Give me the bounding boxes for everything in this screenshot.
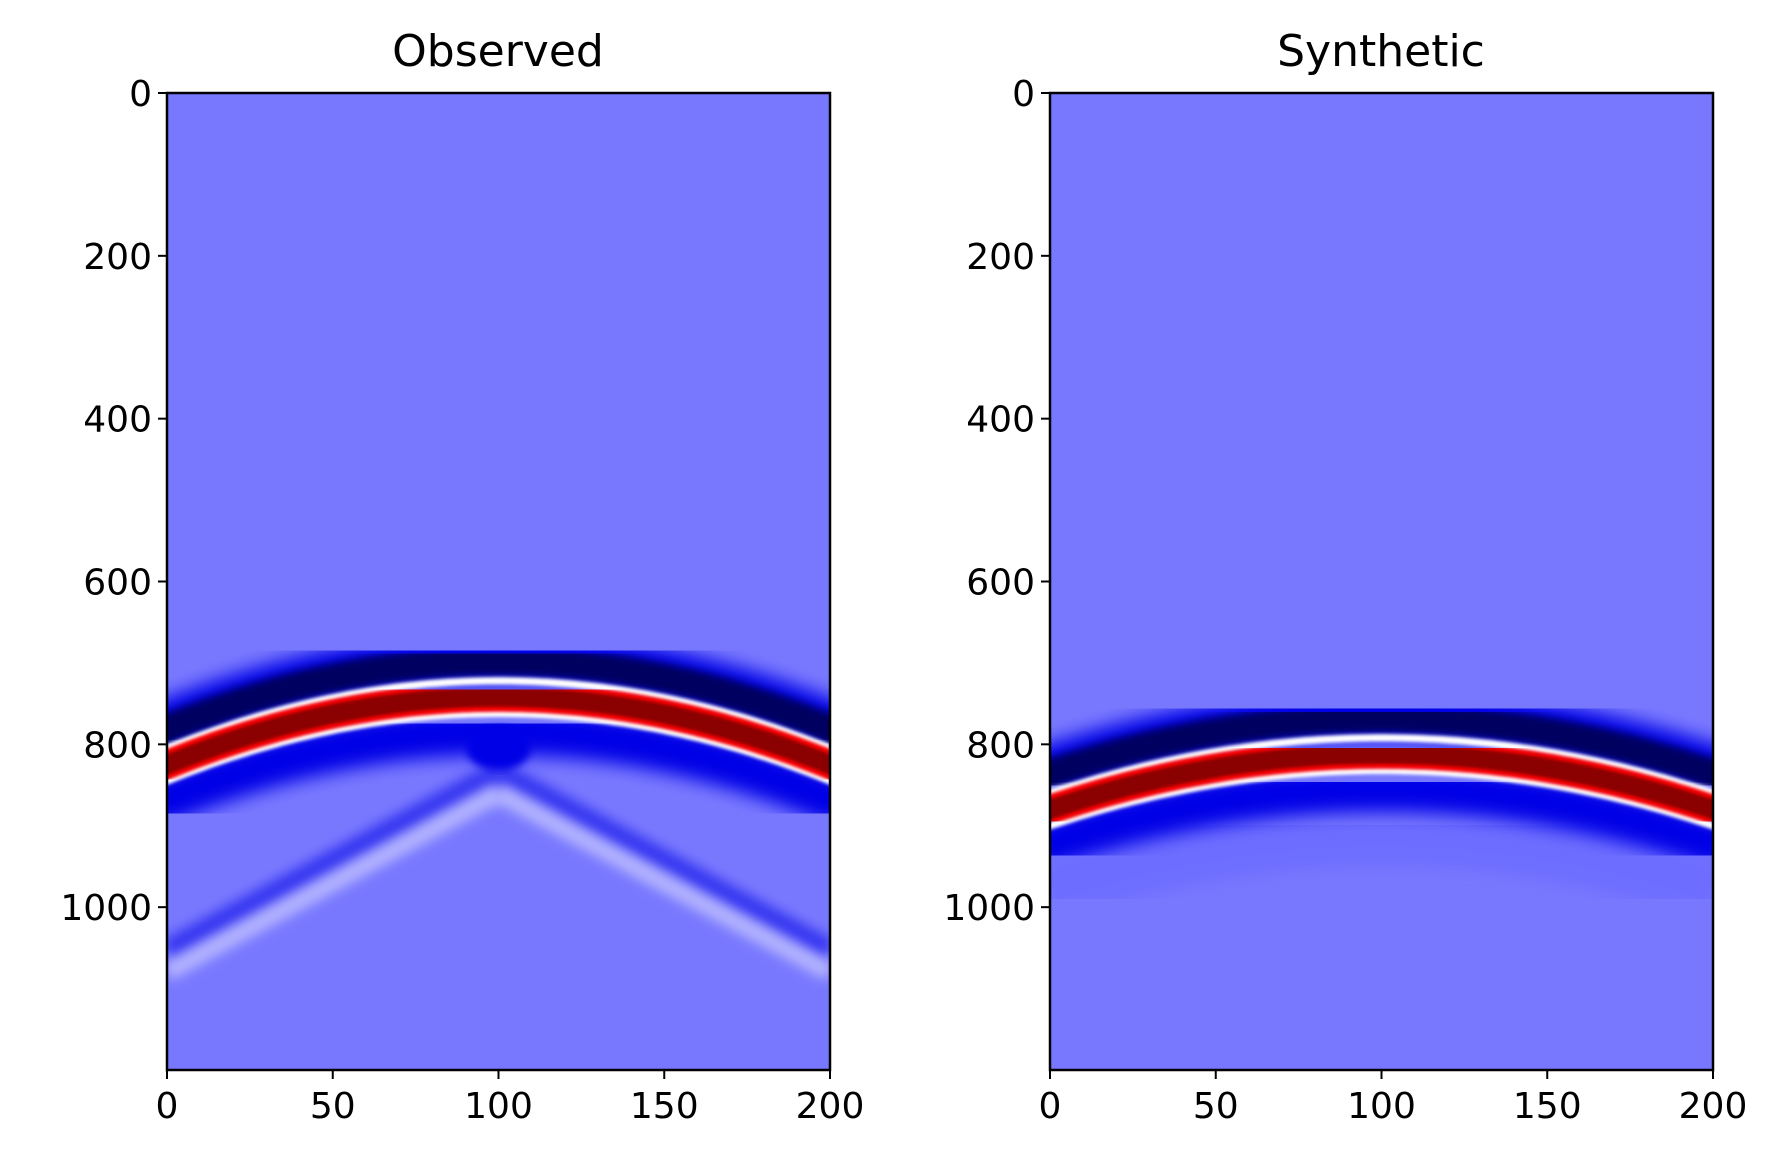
y-axis: 0 200 400 600 800 1000 — [943, 74, 1050, 929]
zero-crossing-lower — [1050, 766, 1713, 830]
diffraction-right-light — [494, 785, 830, 981]
tail-shadow — [1050, 796, 1713, 924]
positive-peak — [1050, 744, 1713, 820]
zero-crossing-lower — [167, 709, 830, 785]
x-tick-label: 0 — [156, 1086, 179, 1127]
x-tick-label: 150 — [1513, 1086, 1582, 1127]
positive-peak — [167, 687, 830, 776]
x-tick-label: 100 — [464, 1086, 533, 1127]
negative-halo-lower — [1050, 764, 1713, 869]
negative-lobe-upper — [167, 646, 830, 745]
plot-frame — [1048, 91, 1715, 1072]
diffraction-right-dark — [493, 761, 830, 959]
y-axis: 0 200 400 600 800 1000 — [60, 74, 167, 929]
negative-halo-lower — [167, 707, 830, 825]
panel-title: Synthetic — [1277, 26, 1485, 77]
wavefield — [167, 632, 830, 981]
y-tick-label: 800 — [83, 725, 152, 766]
x-tick-label: 100 — [1347, 1086, 1416, 1127]
x-tick-label: 200 — [1679, 1086, 1748, 1127]
negative-lobe-upper — [1050, 703, 1713, 790]
y-tick-label: 600 — [966, 563, 1035, 604]
y-tick-label: 400 — [966, 400, 1035, 441]
wavefield — [1050, 689, 1713, 924]
zero-crossing-upper — [1050, 734, 1713, 798]
y-tick-label: 400 — [83, 400, 152, 441]
diffraction-left-light — [167, 785, 503, 981]
y-tick-label: 1000 — [60, 888, 152, 929]
y-tick-label: 200 — [966, 237, 1035, 278]
y-tick-label: 0 — [1012, 74, 1035, 115]
panel-title: Observed — [392, 26, 604, 77]
plot-background — [1050, 93, 1713, 1070]
x-tick-label: 50 — [1193, 1086, 1239, 1127]
y-tick-label: 800 — [966, 725, 1035, 766]
y-tick-label: 200 — [83, 237, 152, 278]
y-tick-label: 600 — [83, 563, 152, 604]
x-tick-label: 50 — [310, 1086, 356, 1127]
x-axis: 0 50 100 150 200 — [1039, 1070, 1748, 1127]
panel-observed: Observed 0 50 100 150 200 0 200 400 600 800 1000 — [60, 26, 864, 1127]
y-tick-label: 0 — [129, 74, 152, 115]
x-axis: 0 50 100 150 200 — [156, 1070, 865, 1127]
x-tick-label: 0 — [1039, 1086, 1062, 1127]
y-tick-label: 1000 — [943, 888, 1035, 929]
plot-frame — [165, 91, 832, 1072]
zero-crossing-upper — [167, 677, 830, 753]
panel-synthetic: Synthetic 0 50 100 150 200 0 200 400 600 800 1000 — [943, 26, 1747, 1127]
diffraction-left-dark — [167, 761, 504, 959]
x-tick-label: 200 — [796, 1086, 865, 1127]
x-tick-label: 150 — [630, 1086, 699, 1127]
